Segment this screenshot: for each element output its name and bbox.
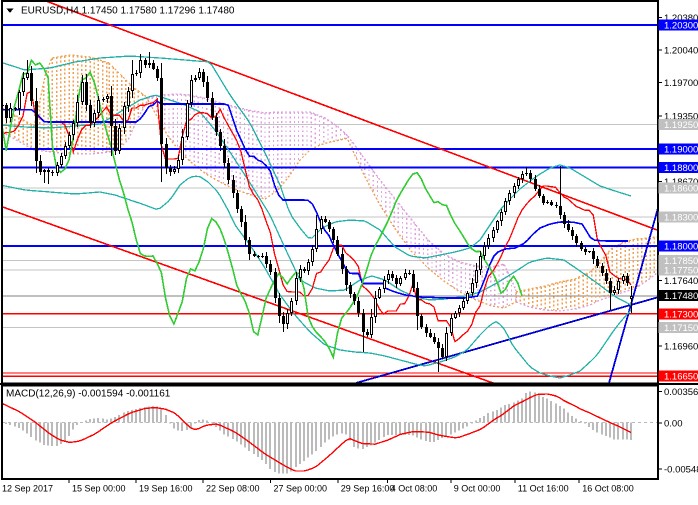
- svg-text:9 Oct 00:00: 9 Oct 00:00: [454, 484, 501, 494]
- svg-text:29 Sep 16:00: 29 Sep 16:00: [341, 484, 395, 494]
- svg-text:1.17480: 1.17480: [664, 291, 698, 302]
- svg-text:1.17300: 1.17300: [664, 309, 698, 320]
- svg-text:-0.00548: -0.00548: [664, 465, 698, 476]
- svg-text:12 Sep 2017: 12 Sep 2017: [2, 484, 53, 494]
- svg-text:16 Oct 08:00: 16 Oct 08:00: [582, 484, 634, 494]
- svg-text:4 Oct 08:00: 4 Oct 08:00: [391, 484, 438, 494]
- svg-text:0.00: 0.00: [664, 419, 683, 430]
- svg-text:1.18800: 1.18800: [664, 163, 698, 174]
- svg-text:1.20300: 1.20300: [664, 21, 698, 32]
- svg-text:1.18000: 1.18000: [664, 241, 698, 252]
- svg-text:1.16960: 1.16960: [664, 341, 698, 352]
- svg-text:1.17640: 1.17640: [664, 276, 698, 287]
- svg-text:22 Sep 08:00: 22 Sep 08:00: [206, 484, 260, 494]
- svg-text:EURUSD,H4 1.17450 1.17580 1.1: EURUSD,H4 1.17450 1.17580 1.17296 1.1748…: [21, 6, 235, 17]
- svg-text:1.18300: 1.18300: [664, 213, 698, 224]
- svg-text:0.003569: 0.003569: [664, 387, 698, 398]
- svg-text:1.19700: 1.19700: [664, 78, 698, 89]
- svg-text:1.17750: 1.17750: [664, 266, 698, 277]
- svg-text:MACD(12,26,9) -0.001594 -0.001: MACD(12,26,9) -0.001594 -0.001161: [6, 389, 171, 400]
- svg-text:1.16650: 1.16650: [664, 372, 698, 383]
- svg-text:1.18600: 1.18600: [664, 184, 698, 195]
- svg-text:27 Sep 00:00: 27 Sep 00:00: [274, 484, 328, 494]
- svg-text:19 Sep 16:00: 19 Sep 16:00: [139, 484, 193, 494]
- svg-text:15 Sep 00:00: 15 Sep 00:00: [72, 484, 126, 494]
- svg-text:1.19250: 1.19250: [664, 120, 698, 131]
- svg-text:1.19000: 1.19000: [664, 144, 698, 155]
- svg-text:11 Oct 16:00: 11 Oct 16:00: [518, 484, 569, 494]
- svg-text:1.20040: 1.20040: [664, 46, 698, 57]
- svg-text:1.17150: 1.17150: [664, 323, 698, 334]
